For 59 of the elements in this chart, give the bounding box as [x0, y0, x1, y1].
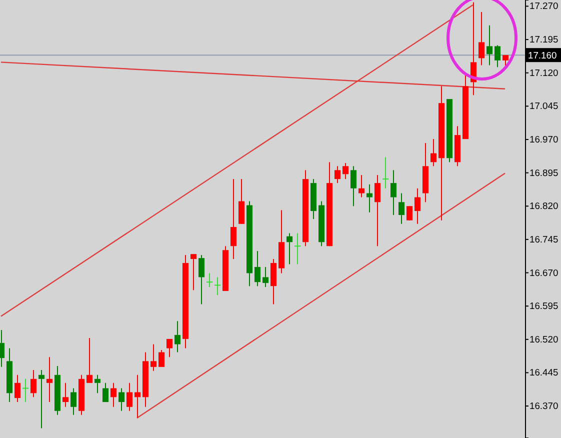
- y-tick-label: 16.595: [530, 300, 558, 312]
- candlestick: [406, 206, 412, 221]
- candlestick: [134, 374, 140, 419]
- y-tick-label: 16.895: [530, 166, 558, 178]
- candlestick: [382, 156, 389, 189]
- candlestick: [14, 374, 20, 403]
- candlestick: [390, 170, 396, 216]
- y-tick-label: 16.520: [530, 333, 558, 344]
- candlestick: [214, 276, 221, 296]
- candlestick: [22, 378, 29, 403]
- candlestick: [174, 320, 180, 353]
- ref-line-label: 17.160: [528, 49, 557, 60]
- candlestick: [358, 174, 364, 198]
- candlestick: [206, 272, 213, 288]
- y-tick-label: 17.195: [530, 34, 558, 45]
- candlestick: [94, 374, 100, 394]
- y-tick-label: 16.670: [530, 266, 558, 278]
- candlestick: [494, 44, 500, 68]
- candlestick: [270, 258, 276, 305]
- candlestick: [30, 370, 36, 398]
- candlestick: [102, 382, 108, 403]
- candlestick: [230, 178, 236, 260]
- candlestick: [254, 250, 260, 287]
- candlestick: [238, 178, 244, 224]
- candlestick: [430, 138, 436, 167]
- candlestick: [166, 338, 172, 358]
- candlestick: [334, 166, 340, 184]
- candlestick: [374, 174, 380, 247]
- y-tick-label: 16.370: [530, 400, 558, 412]
- candlestick: [366, 184, 372, 213]
- candlestick: [118, 388, 124, 412]
- candlestick: [398, 192, 404, 224]
- candlestick: [294, 232, 301, 265]
- candlestick: [262, 266, 268, 288]
- candlestick: [286, 232, 292, 265]
- y-tick-label: 17.045: [530, 100, 558, 112]
- y-tick-label: 17.270: [530, 0, 558, 12]
- y-tick-label: 16.745: [530, 233, 558, 244]
- y-tick-label: 16.445: [530, 366, 558, 378]
- candlestick: [158, 350, 164, 368]
- y-tick-label: 17.120: [530, 66, 558, 78]
- candlestick: [150, 344, 156, 372]
- y-tick-label: 16.820: [530, 200, 558, 212]
- candlestick: [198, 254, 204, 305]
- candlestick: [342, 162, 348, 180]
- candlestick: [414, 188, 420, 224]
- candlestick: [126, 382, 132, 412]
- candlestick: [350, 166, 356, 207]
- candlestick: [486, 24, 492, 66]
- candlestick: [502, 54, 508, 67]
- candlestick: [110, 382, 116, 408]
- candlestick: [38, 370, 44, 429]
- candlestick: [46, 356, 52, 403]
- candlestick: [70, 388, 76, 416]
- candlestick: [190, 254, 196, 291]
- candlestick: [478, 11, 484, 66]
- y-tick-label: 16.970: [530, 133, 558, 144]
- candlestick: [86, 338, 92, 384]
- candlestick: [62, 382, 68, 408]
